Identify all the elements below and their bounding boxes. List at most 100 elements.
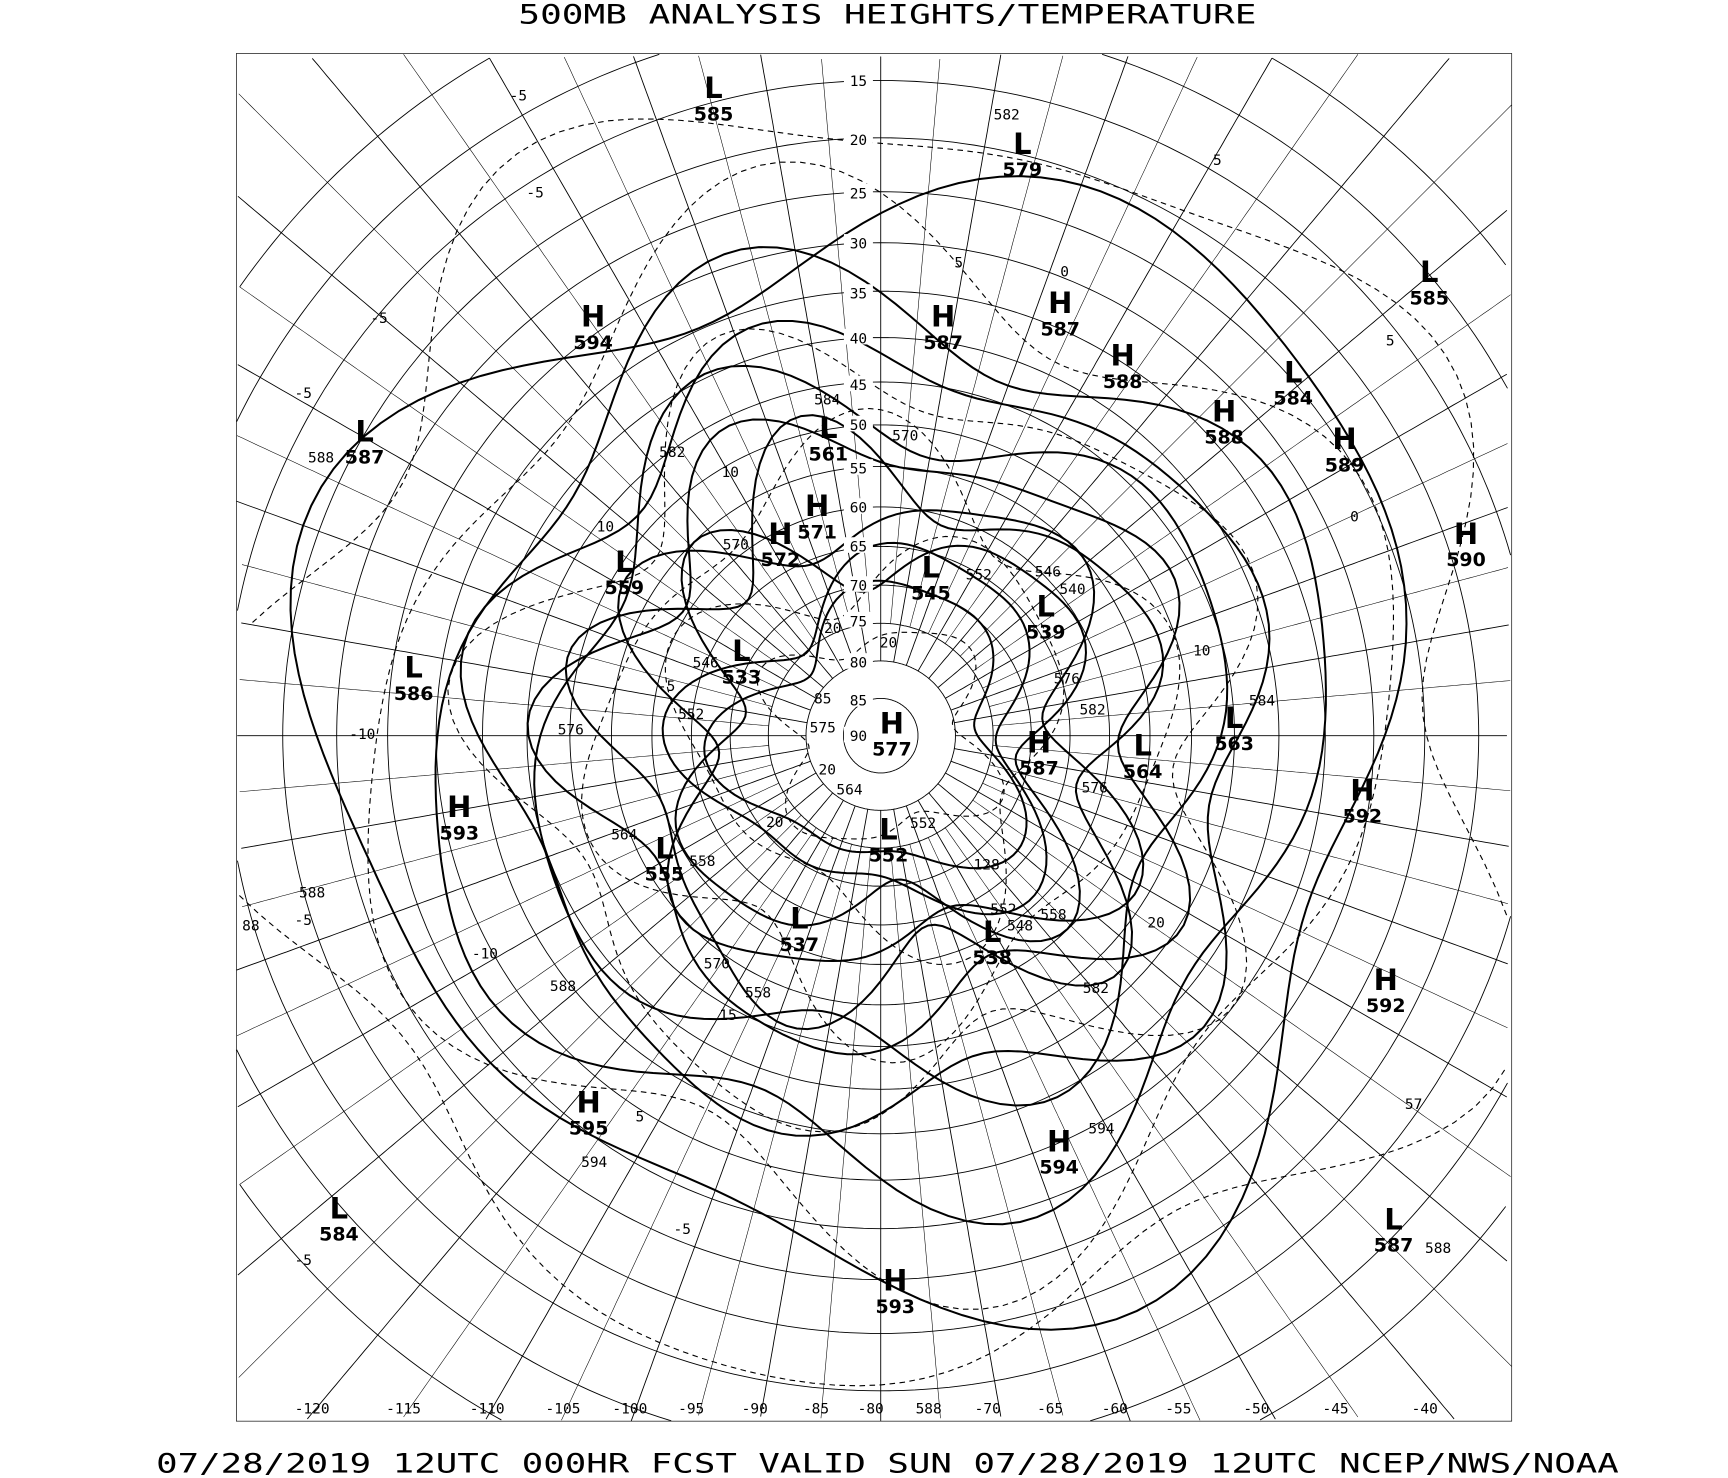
latitude-label: 45 bbox=[850, 378, 867, 394]
height-contour bbox=[434, 246, 1327, 1226]
map-frame bbox=[236, 53, 1513, 1422]
meridian-line bbox=[917, 57, 1273, 672]
latitude-label: 20 bbox=[850, 133, 867, 149]
center-letter: L bbox=[790, 901, 808, 935]
longitude-label: -80 bbox=[858, 1401, 884, 1417]
contour-label: 588 bbox=[1425, 1241, 1451, 1257]
center-value: 587 bbox=[1019, 758, 1059, 780]
meridian-line bbox=[937, 783, 1508, 1262]
center-letter: H bbox=[768, 517, 792, 551]
meridian-line bbox=[989, 567, 1509, 707]
contour-label: 552 bbox=[966, 568, 992, 584]
center-letter: H bbox=[447, 790, 471, 824]
center-letter: H bbox=[1111, 339, 1135, 373]
center-letter: H bbox=[1332, 422, 1356, 456]
meridian-line bbox=[909, 844, 1064, 1416]
contour-label: 552 bbox=[990, 902, 1016, 918]
meridian-line bbox=[561, 837, 834, 1421]
latitude-label: 90 bbox=[850, 729, 867, 745]
contour-label: 570 bbox=[892, 428, 918, 444]
height-contour bbox=[459, 320, 1271, 1137]
longitude-label: -70 bbox=[975, 1401, 1001, 1417]
temperature-contour bbox=[447, 328, 1259, 1133]
latitude-label: 35 bbox=[850, 287, 867, 303]
temperature-contour bbox=[238, 118, 1508, 1387]
center-value: 587 bbox=[1040, 319, 1080, 341]
center-value: 564 bbox=[1123, 761, 1163, 783]
contour-label: 584 bbox=[814, 393, 840, 409]
meridian-line bbox=[944, 54, 1359, 644]
contour-label: -5 bbox=[658, 679, 675, 695]
center-letter: H bbox=[1350, 773, 1374, 807]
meridian-line bbox=[890, 847, 941, 1419]
longitude-label: -105 bbox=[546, 1401, 581, 1417]
latitude-label: 40 bbox=[850, 331, 867, 347]
longitude-label: -110 bbox=[470, 1401, 505, 1417]
longitude-labels: -120 -115 -110 -105 -100 -95 -90 -85 -80 588 -70 -6… bbox=[295, 1401, 1438, 1417]
center-value: 587 bbox=[1374, 1235, 1414, 1257]
center-value: 588 bbox=[1103, 371, 1143, 393]
latitude-circle bbox=[239, 57, 1507, 1421]
meridian-line bbox=[928, 792, 1455, 1420]
center-value: 579 bbox=[1003, 159, 1043, 181]
center-value: 563 bbox=[1214, 733, 1254, 755]
center-value: 590 bbox=[1446, 549, 1486, 571]
temperature-contour bbox=[664, 535, 1065, 966]
longitude-label: -85 bbox=[803, 1401, 829, 1417]
contour-label: 576 bbox=[1054, 671, 1080, 687]
contour-label: 588 bbox=[308, 451, 334, 467]
center-letter: H bbox=[1374, 963, 1398, 997]
longitude-label: -100 bbox=[612, 1401, 647, 1417]
contour-label: 576 bbox=[1082, 781, 1108, 797]
meridian-line bbox=[954, 624, 1509, 724]
height-contour bbox=[661, 541, 1048, 916]
meridian-line bbox=[982, 782, 1508, 1029]
center-value: 587 bbox=[923, 332, 963, 354]
contour-label: 588 bbox=[550, 979, 576, 995]
meridian-line bbox=[698, 55, 852, 628]
center-value: 586 bbox=[394, 683, 434, 705]
center-letter: H bbox=[1027, 725, 1051, 759]
contour-label: 582 bbox=[1083, 981, 1109, 997]
meridian-line bbox=[928, 58, 1450, 679]
contour-label: 57 bbox=[1405, 1097, 1422, 1113]
contour-label: 128 bbox=[974, 857, 1000, 873]
meridian-line bbox=[237, 364, 817, 699]
contour-label: -5 bbox=[295, 386, 312, 402]
center-letter: L bbox=[704, 71, 722, 105]
meridian-line bbox=[403, 827, 817, 1418]
contour-label: 548 bbox=[1007, 919, 1033, 935]
meridian-line bbox=[950, 507, 1508, 711]
center-letter: L bbox=[1036, 589, 1054, 623]
meridian-line bbox=[236, 435, 779, 689]
contour-label: 558 bbox=[745, 986, 771, 1002]
contour-label: 558 bbox=[689, 854, 715, 870]
contour-label: -5 bbox=[295, 1253, 312, 1269]
latitude-label: 55 bbox=[850, 462, 867, 478]
center-letter: L bbox=[922, 550, 940, 584]
height-contour bbox=[526, 418, 1192, 1056]
contour-label: 85 bbox=[814, 691, 831, 707]
center-letter: H bbox=[1212, 394, 1236, 428]
meridian-line bbox=[698, 844, 852, 1416]
height-contour bbox=[703, 579, 1028, 870]
contour-label: -5 bbox=[295, 913, 312, 929]
center-value: 587 bbox=[345, 447, 385, 469]
center-letter: L bbox=[1013, 127, 1031, 161]
contour-label: -10 bbox=[472, 947, 498, 963]
meridian-line bbox=[307, 792, 834, 1420]
center-letter: H bbox=[581, 300, 605, 334]
contour-label: 20 bbox=[818, 763, 835, 779]
